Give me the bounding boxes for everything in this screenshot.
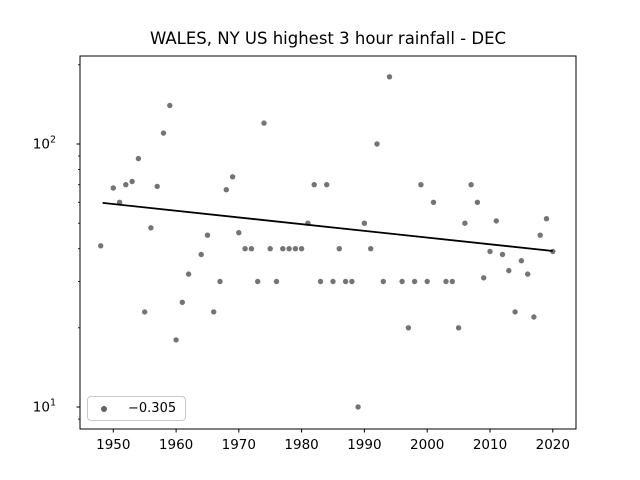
y-tick-label: 102 — [33, 135, 56, 153]
scatter-point — [311, 182, 317, 188]
scatter-point — [167, 102, 173, 109]
scatter-point — [236, 230, 242, 236]
chart-title: WALES, NY US highest 3 hour rainfall - D… — [149, 29, 507, 48]
legend: −0.305 — [87, 396, 186, 421]
scatter-point — [374, 141, 380, 147]
scatter-point — [493, 218, 499, 224]
scatter-point — [405, 325, 412, 331]
scatter-point — [399, 278, 405, 285]
x-tick-label: 2000 — [410, 437, 444, 453]
scatter-point — [481, 275, 487, 281]
scatter-point — [185, 271, 192, 277]
scatter-point — [229, 174, 236, 180]
scatter-point — [487, 248, 493, 255]
scatter-point — [292, 246, 299, 252]
scatter-point — [98, 243, 104, 249]
scatter-point — [123, 182, 129, 188]
scatter-point — [474, 199, 481, 205]
scatter-point — [280, 246, 286, 252]
scatter-point — [223, 187, 229, 193]
plot-border — [79, 55, 577, 430]
scatter-point — [110, 185, 117, 191]
scatter-point — [543, 216, 550, 222]
scatter-point — [273, 278, 280, 285]
scatter-point — [430, 199, 437, 205]
scatter-point — [261, 120, 267, 126]
scatter-point — [512, 309, 518, 315]
scatter-point — [298, 246, 305, 252]
scatter-point — [129, 178, 135, 185]
scatter-point — [518, 258, 525, 264]
scatter-point — [267, 246, 273, 252]
scatter-point — [204, 232, 211, 238]
scatter-point — [324, 182, 330, 188]
scatter-point — [506, 267, 512, 274]
scatter-point — [355, 404, 361, 410]
scatter-point — [248, 246, 255, 252]
scatter-point — [386, 74, 393, 80]
scatter-point — [336, 246, 342, 252]
scatter-point — [368, 246, 374, 252]
scatter-point — [455, 325, 462, 331]
scatter-point — [342, 278, 349, 285]
scatter-point — [142, 309, 148, 315]
scatter-point — [330, 278, 336, 285]
x-tick-label: 1960 — [159, 437, 193, 453]
scatter-point — [198, 251, 204, 258]
scatter-point — [499, 251, 506, 258]
x-tick-label: 2010 — [473, 437, 507, 453]
scatter-point — [211, 309, 217, 315]
y-tick-label: 101 — [33, 398, 56, 416]
scatter-point — [160, 130, 167, 136]
scatter-point — [537, 232, 543, 238]
scatter-point — [317, 278, 324, 285]
scatter-point — [411, 278, 418, 285]
x-tick-label: 2020 — [536, 437, 570, 453]
scatter-point — [255, 278, 261, 285]
x-tick-label: 1970 — [222, 437, 256, 453]
x-tick-label: 1980 — [284, 437, 318, 453]
x-tick-label: 1990 — [347, 437, 381, 453]
scatter-point — [468, 182, 474, 188]
scatter-marker-icon — [101, 405, 107, 412]
x-tick-label: 1950 — [96, 437, 130, 453]
scatter-point — [380, 278, 386, 285]
scatter-point — [349, 278, 355, 285]
scatter-point — [418, 182, 424, 188]
scatter-point — [525, 271, 531, 277]
legend-label: −0.305 — [128, 401, 177, 416]
scatter-point — [424, 278, 430, 285]
scatter-point — [361, 220, 368, 226]
scatter-point — [116, 199, 123, 205]
scatter-point — [443, 278, 449, 285]
scatter-point — [531, 314, 537, 320]
trend-line — [102, 202, 553, 252]
scatter-point — [462, 220, 468, 226]
scatter-point — [449, 278, 455, 285]
scatter-point — [148, 225, 154, 231]
scatter-point — [217, 278, 223, 285]
scatter-point — [179, 299, 185, 305]
scatter-point — [135, 155, 142, 162]
scatter-point — [242, 246, 248, 252]
scatter-point — [154, 183, 160, 190]
scatter-point — [173, 337, 179, 343]
scatter-point — [286, 246, 292, 252]
